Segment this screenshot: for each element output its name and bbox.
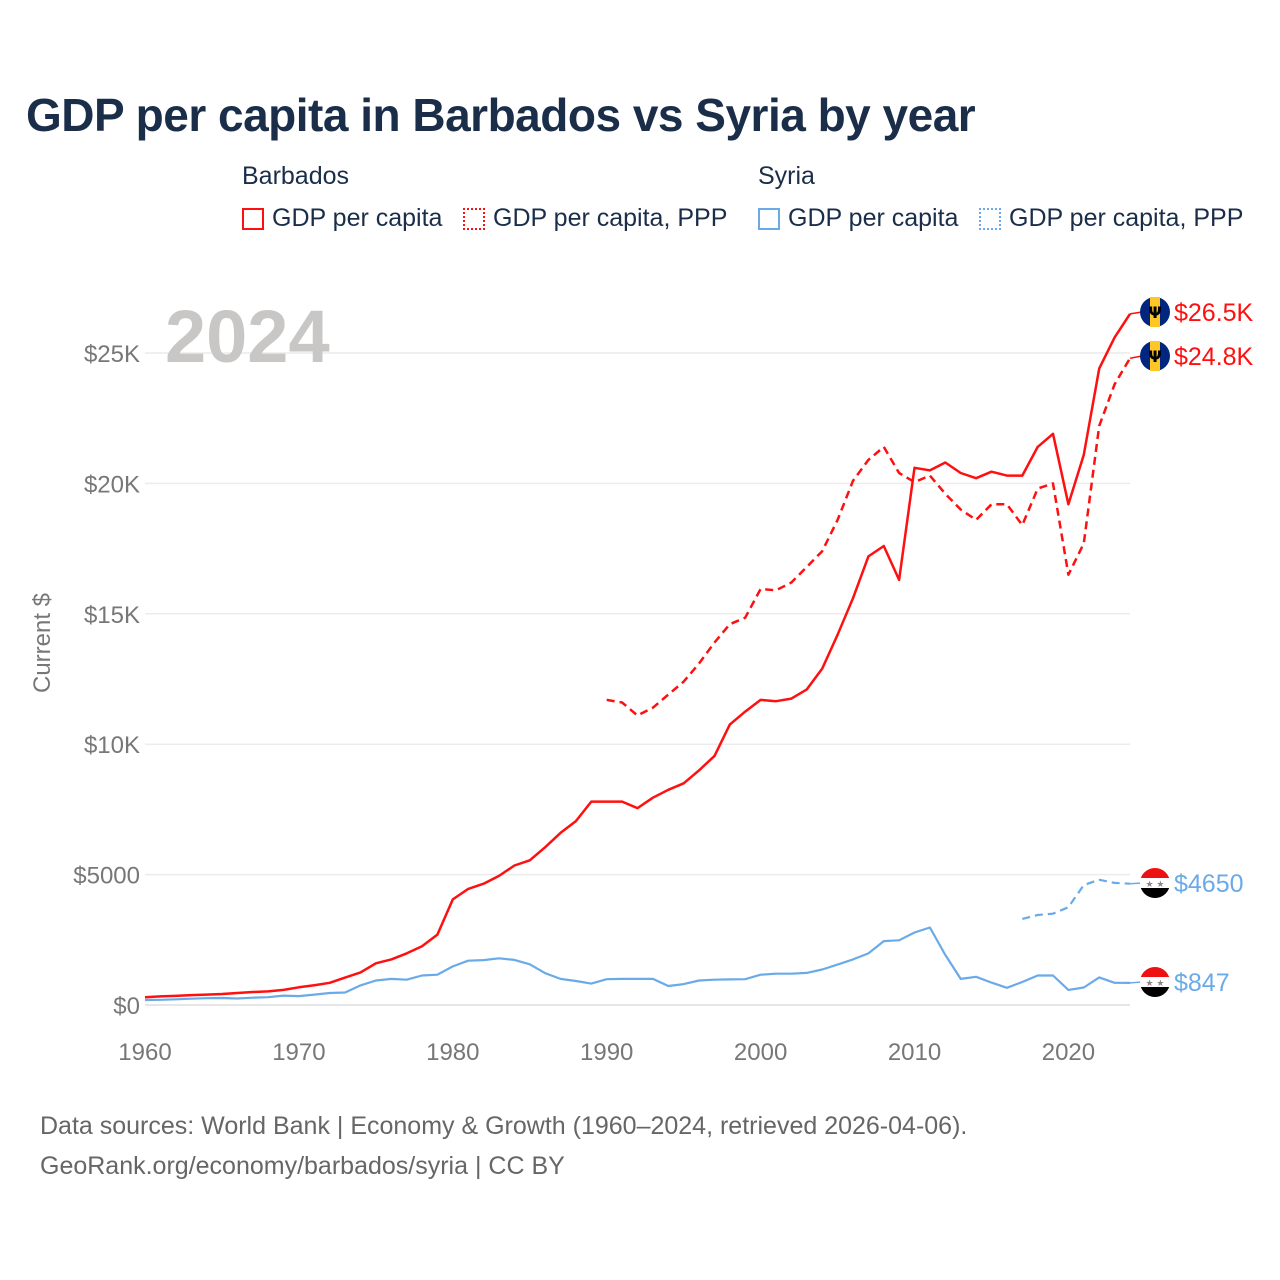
legend-item-barbados-ppp[interactable]: GDP per capita, PPP <box>463 204 727 233</box>
flag-part <box>1150 341 1160 371</box>
series-line <box>144 926 1131 1002</box>
label-connector <box>1129 882 1143 885</box>
legend-group-label: Syria <box>758 162 815 190</box>
series-line <box>1022 878 1131 920</box>
legend-item-label: GDP per capita <box>788 204 959 232</box>
end-value-label: $4650 <box>1174 870 1244 898</box>
label-connector <box>1129 981 1143 984</box>
trident-glyph: Ψ <box>1148 303 1162 322</box>
legend-item-syria-ppp[interactable]: GDP per capita, PPP <box>979 204 1243 233</box>
flag-body: ★ ★ <box>1140 967 1170 997</box>
y-tick-label: $25K <box>84 341 140 368</box>
flag-part <box>1140 868 1170 878</box>
legend-group-label: Barbados <box>242 162 350 190</box>
barbados-flag-icon: Ψ <box>1140 341 1170 371</box>
legend-item-syria-gdp[interactable]: GDP per capita <box>758 204 958 233</box>
y-axis-label: Current $ <box>29 593 56 693</box>
x-tick-label: 2010 <box>888 1039 941 1066</box>
series-line <box>606 357 1132 717</box>
barbados-flag-icon: Ψ <box>1140 297 1170 327</box>
line-chart: $0 $5000 $10K $15K $20K $25K 1960 1970 1980 1990 2… <box>29 295 1254 1066</box>
label-connector <box>1129 355 1143 359</box>
end-value-label: $26.5K <box>1174 299 1254 327</box>
legend-swatch-solid <box>758 207 780 230</box>
y-tick-label: $15K <box>84 602 140 629</box>
source-link[interactable]: GeoRank.org/economy/barbados/syria | CC … <box>40 1152 565 1180</box>
stars-glyph: ★ ★ <box>1146 880 1165 890</box>
end-value-label: $847 <box>1174 969 1230 997</box>
y-tick-label: $20K <box>84 471 140 498</box>
x-tick-label: 1960 <box>118 1039 171 1066</box>
legend-swatch-dotted <box>979 207 1001 230</box>
flag-part <box>1140 878 1170 888</box>
x-tick-label: 1990 <box>580 1039 633 1066</box>
legend-item-label: GDP per capita <box>272 204 443 232</box>
x-tick-label: 2020 <box>1042 1039 1095 1066</box>
legend-item-label: GDP per capita, PPP <box>1009 204 1244 232</box>
flag-part <box>1150 297 1160 327</box>
x-tick-label: 2000 <box>734 1039 787 1066</box>
trident-glyph: Ψ <box>1148 347 1162 366</box>
data-sources: Data sources: World Bank | Economy & Gro… <box>40 1112 968 1140</box>
flag-body: ★ ★ <box>1140 868 1170 898</box>
y-tick-label: $10K <box>84 732 140 759</box>
series-line <box>144 313 1132 999</box>
flag-part <box>1140 967 1170 977</box>
chart-title: GDP per capita in Barbados vs Syria by y… <box>26 89 976 141</box>
flag-part <box>1140 888 1170 898</box>
year-watermark: 2024 <box>165 295 330 378</box>
legend-swatch-dotted <box>463 207 485 230</box>
syria-flag-icon: ★ ★ <box>1140 967 1170 997</box>
flag-part <box>1140 977 1170 987</box>
y-tick-label: $0 <box>113 993 140 1020</box>
legend-item-label: GDP per capita, PPP <box>493 204 728 232</box>
legend-item-barbados-gdp[interactable]: GDP per capita <box>242 204 442 233</box>
syria-flag-icon: ★ ★ <box>1140 868 1170 898</box>
x-tick-label: 1970 <box>272 1039 325 1066</box>
x-tick-label: 1980 <box>426 1039 479 1066</box>
footer: Data sources: World Bank | Economy & Gro… <box>40 1106 967 1186</box>
y-tick-label: $5000 <box>73 863 140 890</box>
flag-part <box>1140 987 1170 997</box>
end-value-label: $24.8K <box>1174 343 1254 371</box>
label-connector <box>1129 311 1143 315</box>
stars-glyph: ★ ★ <box>1146 979 1165 989</box>
legend-swatch-solid <box>242 207 264 230</box>
